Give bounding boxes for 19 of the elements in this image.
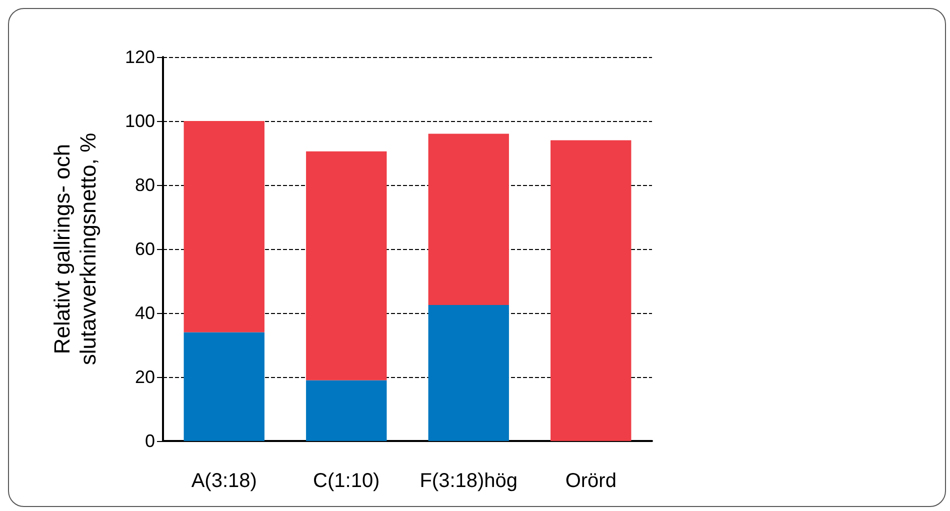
bar bbox=[550, 140, 632, 441]
x-tick-label: A(3:18) bbox=[191, 470, 257, 492]
y-tick-label: 100 bbox=[124, 111, 155, 131]
bar bbox=[184, 121, 264, 332]
y-tick-label: 40 bbox=[134, 303, 155, 323]
y-tick-label: 20 bbox=[134, 367, 155, 387]
y-tick-label: 120 bbox=[124, 47, 155, 67]
bar bbox=[306, 380, 387, 441]
x-tick-label: C(1:10) bbox=[313, 470, 380, 492]
y-axis-title: Relativt gallrings- och slutavverkningsnetto, % bbox=[50, 132, 100, 366]
x-tick-label: Orörd bbox=[565, 470, 616, 492]
y-tick-label: 60 bbox=[134, 239, 155, 259]
bar bbox=[184, 332, 264, 441]
x-tick-label: F(3:18)hög bbox=[420, 470, 518, 492]
y-tick-label: 80 bbox=[134, 175, 155, 195]
y-tick-label: 0 bbox=[144, 431, 155, 451]
bar bbox=[428, 305, 509, 441]
bar bbox=[428, 134, 509, 305]
bar bbox=[306, 151, 387, 380]
